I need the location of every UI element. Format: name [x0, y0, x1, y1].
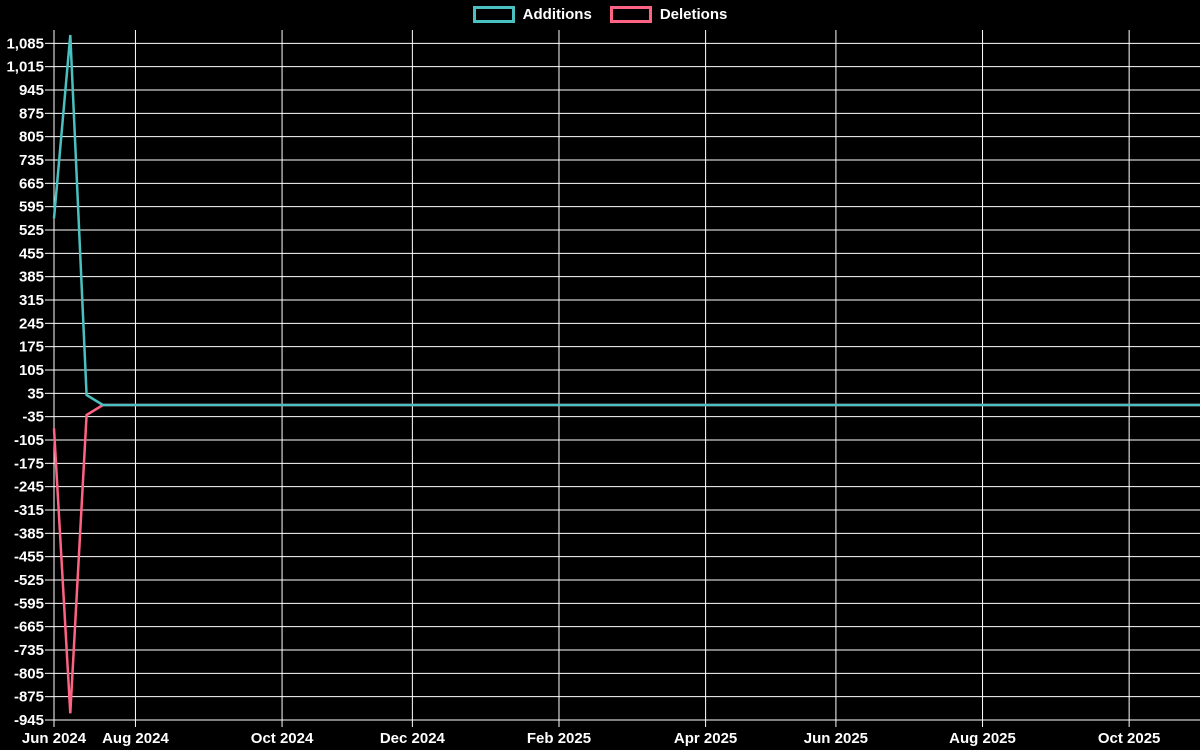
- y-tick-label: -875: [14, 689, 44, 706]
- additions-line: [52, 34, 1200, 407]
- y-tick-label: 595: [19, 199, 44, 216]
- y-tick-label: 875: [19, 105, 44, 122]
- x-tick-label: Dec 2024: [380, 730, 446, 747]
- deletions-legend-label: Deletions: [659, 6, 728, 23]
- y-tick-label: -455: [14, 549, 44, 566]
- y-tick-label: 385: [19, 269, 44, 286]
- legend-item-additions[interactable]: Additions: [472, 6, 592, 23]
- y-tick-label: 665: [19, 175, 44, 192]
- deletions-legend-swatch: [609, 6, 652, 23]
- y-tick-label: 1,085: [6, 35, 44, 52]
- y-tick-label: 315: [19, 292, 44, 309]
- y-tick-label: -315: [14, 502, 44, 519]
- y-tick-label: 525: [19, 222, 44, 239]
- x-tick-label: Aug 2025: [949, 730, 1016, 747]
- y-tick-label: -665: [14, 619, 44, 636]
- y-tick-label: -525: [14, 572, 44, 589]
- x-tick-label: Oct 2024: [251, 730, 314, 747]
- y-tick-label: -945: [14, 712, 44, 729]
- y-tick-label: 175: [19, 339, 44, 356]
- x-tick-label: Apr 2025: [674, 730, 737, 747]
- y-tick-label: 735: [19, 152, 44, 169]
- x-tick-label: Feb 2025: [527, 730, 591, 747]
- y-tick-label: -105: [14, 432, 44, 449]
- y-tick-label: 35: [27, 385, 44, 402]
- y-tick-label: -805: [14, 665, 44, 682]
- y-tick-label: -175: [14, 455, 44, 472]
- additions-legend-swatch: [472, 6, 515, 23]
- y-tick-label: -735: [14, 642, 44, 659]
- x-tick-label: Oct 2025: [1098, 730, 1161, 747]
- y-tick-label: 245: [19, 315, 44, 332]
- x-tick-label: Aug 2024: [102, 730, 169, 747]
- y-tick-label: -595: [14, 595, 44, 612]
- x-tick-label: Jun 2025: [804, 730, 868, 747]
- x-tick-label: Jun 2024: [22, 730, 87, 747]
- y-tick-label: 1,015: [6, 59, 44, 76]
- y-tick-label: 805: [19, 129, 44, 146]
- chart-legend: Additions Deletions: [0, 6, 1200, 23]
- y-tick-label: -35: [22, 409, 44, 426]
- y-tick-label: 455: [19, 245, 44, 262]
- y-tick-label: -385: [14, 525, 44, 542]
- y-tick-label: 945: [19, 82, 44, 99]
- y-tick-label: -245: [14, 479, 44, 496]
- y-tick-label: 105: [19, 362, 44, 379]
- deletions-line: [52, 403, 1200, 714]
- additions-legend-label: Additions: [522, 6, 592, 23]
- legend-item-deletions[interactable]: Deletions: [609, 6, 728, 23]
